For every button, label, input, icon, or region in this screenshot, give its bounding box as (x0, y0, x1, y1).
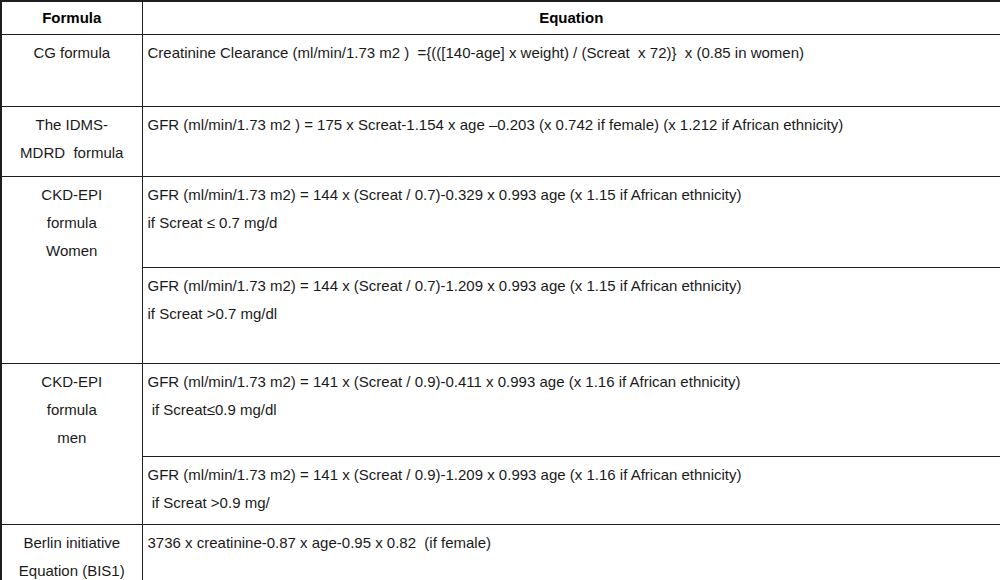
table-row-cg: CG formula Creatinine Clearance (ml/min/… (1, 34, 1000, 106)
formula-cell-berlin-bis1: Berlin initiative Equation (BIS1) (1, 524, 142, 580)
equation-cell-ckd-epi-men-high: GFR (ml/min/1.73 m2) = 141 x (Screat / 0… (142, 456, 1000, 524)
gfr-formula-table: Formula Equation CG formula Creatinine C… (0, 0, 1000, 580)
equation-cell-cg: Creatinine Clearance (ml/min/1.73 m2 ) =… (142, 34, 1000, 106)
equation-cell-berlin-bis1: 3736 x creatinine-0.87 x age-0.95 x 0.82… (142, 524, 1000, 580)
equation-cell-idms-mdrd: GFR (ml/min/1.73 m2 ) = 175 x Screat-1.1… (142, 106, 1000, 176)
equation-cell-ckd-epi-women-low: GFR (ml/min/1.73 m2) = 144 x (Screat / 0… (142, 176, 1000, 267)
formula-cell-ckd-epi-men: CKD-EPI formula men (1, 363, 142, 524)
table-row-berlin-bis1: Berlin initiative Equation (BIS1) 3736 x… (1, 524, 1000, 580)
column-header-equation: Equation (142, 1, 1000, 34)
table-row-ckd-epi-women-2: GFR (ml/min/1.73 m2) = 144 x (Screat / 0… (1, 267, 1000, 363)
formula-cell-cg: CG formula (1, 34, 142, 106)
formula-cell-idms-mdrd: The IDMS- MDRD formula (1, 106, 142, 176)
formula-cell-ckd-epi-women: CKD-EPI formula Women (1, 176, 142, 363)
table-row-ckd-epi-women-1: CKD-EPI formula Women GFR (ml/min/1.73 m… (1, 176, 1000, 267)
equation-cell-ckd-epi-men-low: GFR (ml/min/1.73 m2) = 141 x (Screat / 0… (142, 363, 1000, 456)
table-row-idms-mdrd: The IDMS- MDRD formula GFR (ml/min/1.73 … (1, 106, 1000, 176)
table-header-row: Formula Equation (1, 1, 1000, 34)
table-row-ckd-epi-men-1: CKD-EPI formula men GFR (ml/min/1.73 m2)… (1, 363, 1000, 456)
equation-cell-ckd-epi-women-high: GFR (ml/min/1.73 m2) = 144 x (Screat / 0… (142, 267, 1000, 363)
column-header-formula: Formula (1, 1, 142, 34)
table-row-ckd-epi-men-2: GFR (ml/min/1.73 m2) = 141 x (Screat / 0… (1, 456, 1000, 524)
